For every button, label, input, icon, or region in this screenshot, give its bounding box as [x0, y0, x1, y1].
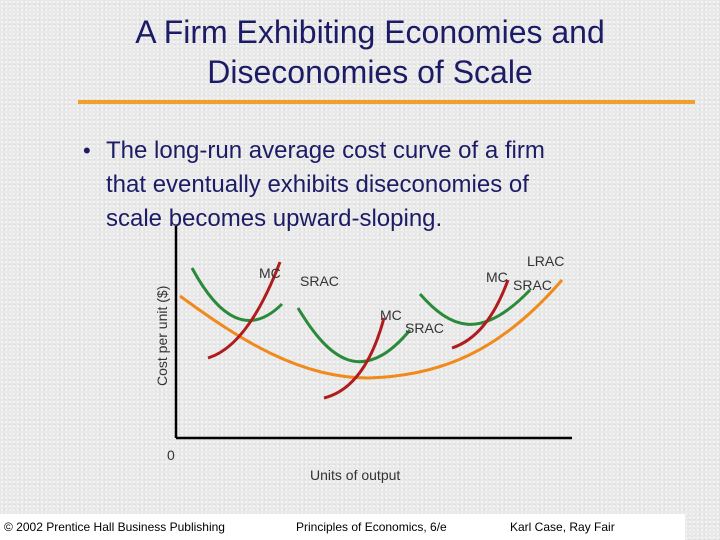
curve-label-srac2: SRAC [405, 320, 444, 336]
slide-title: A Firm Exhibiting Economies and Disecono… [60, 12, 680, 92]
origin-label: 0 [167, 447, 175, 463]
curve-label-mc3: MC [486, 269, 508, 285]
bullet-icon: • [83, 138, 91, 163]
series-srac3-line [418, 288, 532, 326]
footer-authors: Karl Case, Ray Fair [510, 520, 615, 534]
footer-copyright: © 2002 Prentice Hall Business Publishing [4, 520, 225, 534]
title-line-1: A Firm Exhibiting Economies and [135, 14, 605, 50]
x-axis-label: Units of output [310, 467, 400, 483]
series-mc2-line [323, 317, 386, 400]
footer: © 2002 Prentice Hall Business Publishing… [0, 514, 685, 540]
series-mc3-line [451, 279, 510, 350]
bullet-line-1: The long-run average cost curve of a fir… [106, 137, 545, 164]
curve-label-srac1: SRAC [300, 273, 339, 289]
series-lrac-line [179, 279, 564, 380]
curve-label-mc2: MC [380, 307, 402, 323]
footer-book-title: Principles of Economics, 6/e [296, 520, 447, 534]
bullet-text: The long-run average cost curve of a fir… [106, 134, 666, 236]
title-line-2: Diseconomies of Scale [207, 54, 533, 90]
bullet-line-3: scale becomes upward-sloping. [106, 205, 443, 232]
bullet-line-2: that eventually exhibits diseconomies of [106, 171, 529, 198]
series-srac1-line [190, 267, 284, 322]
curve-label-srac3: SRAC [513, 277, 552, 293]
curve-label-mc1: MC [259, 265, 281, 281]
title-divider [78, 100, 695, 104]
series-srac2-line [296, 307, 412, 364]
series-mc1-line [207, 261, 282, 360]
curve-label-lrac: LRAC [527, 253, 564, 269]
y-axis-label: Cost per unit ($) [154, 286, 170, 386]
